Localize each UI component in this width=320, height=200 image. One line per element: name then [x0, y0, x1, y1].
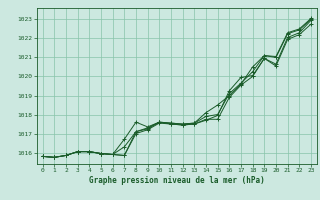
X-axis label: Graphe pression niveau de la mer (hPa): Graphe pression niveau de la mer (hPa) [89, 176, 265, 185]
